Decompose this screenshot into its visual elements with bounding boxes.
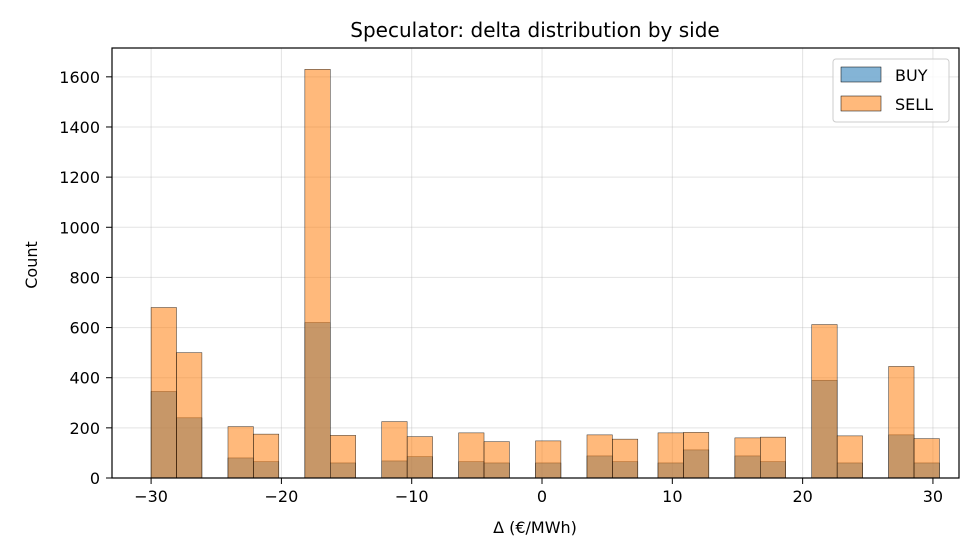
x-tick-label: 30: [923, 487, 943, 506]
plot-frame: [111, 47, 960, 479]
bar-sell: [406, 436, 433, 479]
x-tick-label: 20: [792, 487, 812, 506]
y-tick-label: 1400: [59, 118, 100, 137]
bar-sell: [381, 421, 408, 479]
sell-series: [150, 69, 940, 479]
y-tick-label: 800: [69, 268, 100, 287]
legend-label-sell: SELL: [895, 95, 933, 114]
legend: BUY SELL: [832, 58, 950, 123]
bar-sell: [612, 438, 639, 479]
bar-sell: [734, 437, 761, 479]
x-tick-label: −30: [134, 487, 168, 506]
bar-sell: [150, 307, 177, 479]
x-axis-label: Δ (€/MWh): [493, 518, 577, 537]
bar-sell: [657, 432, 684, 479]
bar-sell: [483, 441, 510, 479]
x-tick-label: 10: [662, 487, 682, 506]
bar-sell: [913, 438, 940, 479]
legend-swatch-sell: [840, 95, 882, 112]
bar-sell: [888, 366, 915, 479]
legend-label-buy: BUY: [895, 66, 928, 85]
bar-sell: [227, 426, 254, 479]
y-tick-label: 1000: [59, 218, 100, 237]
y-tick-label: 600: [69, 319, 100, 338]
y-axis-label: Count: [22, 241, 41, 289]
axes: −30 −20 −10 0 10 20 30 0 200 400 600 800 1000 1200 140…: [59, 47, 960, 506]
bar-sell: [176, 352, 203, 479]
y-tick-label: 0: [90, 469, 100, 488]
bar-sell: [458, 432, 485, 479]
bar-sell: [811, 324, 838, 479]
y-tick-label: 1600: [59, 68, 100, 87]
x-tick-label: −20: [265, 487, 299, 506]
y-tick-label: 200: [69, 419, 100, 438]
bar-sell: [683, 432, 710, 479]
y-tick-label: 1200: [59, 168, 100, 187]
bar-sell: [586, 434, 613, 479]
bar-sell: [253, 433, 280, 479]
bar-sell: [760, 436, 786, 479]
x-tick-label: 0: [537, 487, 547, 506]
x-tick-label: −10: [395, 487, 429, 506]
bar-sell: [330, 435, 356, 479]
chart-title: Speculator: delta distribution by side: [350, 18, 719, 42]
y-tick-label: 400: [69, 369, 100, 388]
bar-sell: [836, 435, 863, 479]
bar-sell: [535, 440, 562, 479]
legend-swatch-buy: [840, 66, 882, 83]
bar-sell: [304, 69, 331, 479]
